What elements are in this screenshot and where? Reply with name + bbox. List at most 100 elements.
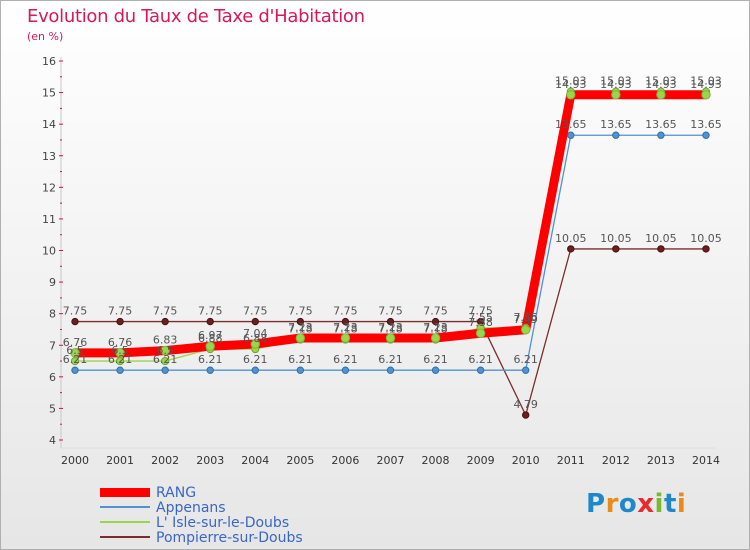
data-point [431,366,440,374]
data-point [611,90,621,100]
data-point [567,245,575,253]
data-point [522,411,530,419]
y-tick-label: 13 [42,150,56,163]
data-point [295,333,306,343]
data-label: 6.21 [153,353,178,366]
data-point [341,366,350,374]
data-label: 7.04 [243,327,268,340]
data-label: 7.55 [513,311,538,324]
data-label: 6.88 [243,332,268,345]
legend-label: Pompierre-sur-Doubs [156,530,303,546]
data-label: 15.03 [600,75,632,88]
data-label: 10.05 [690,232,722,245]
x-tick-label: 2006 [331,454,359,467]
y-tick-label: 7 [49,339,56,352]
data-label: 13.65 [600,118,632,131]
data-label: 15.03 [555,75,587,88]
data-point [386,366,395,374]
data-label: 6.83 [153,334,178,347]
data-label: 7.23 [333,321,358,334]
data-point [701,90,711,100]
x-tick-label: 2014 [692,454,720,467]
data-label: 10.05 [555,232,587,245]
data-label: 6.21 [468,353,493,366]
data-point [612,131,620,139]
data-label: 14.93 [600,78,632,91]
y-tick-label: 10 [42,245,56,258]
data-point [250,339,260,349]
data-label: 7.18 [378,323,403,336]
logo-letter: i [654,489,664,519]
y-tick-label: 8 [49,308,56,321]
data-label: 6.21 [288,353,313,366]
data-label: 6.76 [108,336,133,349]
data-point [115,348,125,358]
y-tick-label: 15 [42,87,56,100]
data-label: 7.23 [378,321,403,334]
logo-letter: t [663,489,677,519]
data-label: 14.93 [690,78,722,91]
data-label: 6.21 [513,353,538,366]
data-label: 6.21 [63,353,88,366]
y-tick-label: 5 [49,402,56,415]
data-label: 7.38 [468,316,493,329]
data-point [296,317,305,326]
data-label: 6.21 [333,353,358,366]
data-label: 7.23 [288,321,313,334]
logo-letter: x [637,489,655,519]
data-point [612,245,620,253]
data-label: 15.03 [690,75,722,88]
legend-label: RANG [156,485,196,501]
data-label: 7.75 [378,305,403,318]
logo-letter: o [618,489,638,519]
data-point [521,325,531,335]
data-point [657,131,665,139]
data-label: 6.5 [66,344,84,357]
y-tick-label: 14 [42,118,56,131]
chart-unit-label: (en %) [27,30,64,43]
data-label: 7.75 [423,305,448,318]
x-tick-label: 2008 [422,454,450,467]
data-point [160,345,170,356]
x-tick-label: 2013 [647,454,675,467]
data-point [161,317,169,326]
data-label: 6.5 [156,344,174,357]
proxiti-logo: Proxiti [586,489,686,519]
data-point [566,90,576,100]
data-point [340,333,351,343]
x-tick-label: 2011 [557,454,585,467]
data-label: 13.65 [555,118,587,131]
x-tick-label: 2005 [286,454,314,467]
data-label: 7.49 [513,313,538,326]
data-label: 6.88 [198,332,223,345]
data-label: 6.97 [198,329,223,342]
data-label: 7.75 [288,305,313,318]
data-label: 7.23 [423,321,448,334]
data-point [656,90,666,100]
x-tick-label: 2000 [61,454,89,467]
data-point [296,366,305,374]
data-point [70,348,80,358]
data-label: 7.75 [108,305,133,318]
data-point [702,131,710,139]
legend-swatch [100,488,150,497]
data-label: 10.05 [645,232,677,245]
data-label: 6.21 [423,353,448,366]
data-point [161,366,169,374]
data-point [116,317,124,326]
data-point [251,366,259,374]
data-point [251,317,259,326]
data-point [385,333,396,343]
data-label: 7.75 [198,305,223,318]
data-point [116,366,124,374]
x-tick-label: 2003 [196,454,224,467]
data-label: 7.18 [333,323,358,336]
data-label: 7.18 [423,323,448,336]
data-label: 6.21 [378,353,403,366]
data-point [386,317,395,326]
y-tick-label: 4 [49,434,56,447]
x-tick-label: 2010 [512,454,540,467]
legend-label: Appenans [156,500,226,516]
data-point [206,366,214,374]
